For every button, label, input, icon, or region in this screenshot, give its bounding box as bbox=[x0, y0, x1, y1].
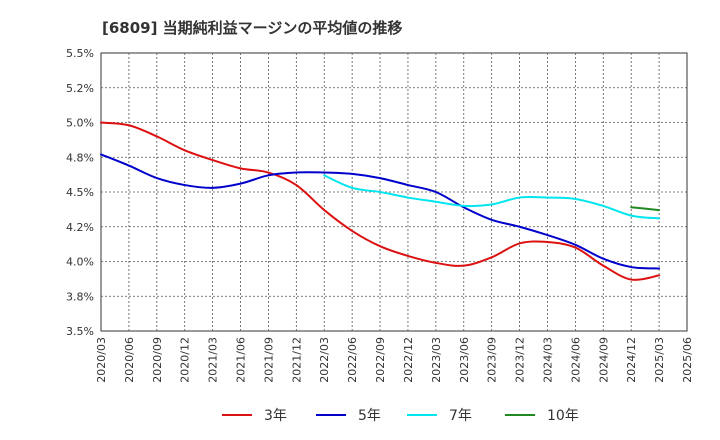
series-line-1 bbox=[100, 153, 661, 270]
x-tick-label: 2020/03 bbox=[95, 337, 108, 383]
series-line-3 bbox=[630, 206, 661, 212]
y-tick-label: 4.0% bbox=[66, 256, 94, 269]
x-tick-label: 2023/09 bbox=[486, 337, 499, 383]
series-line-2 bbox=[323, 174, 661, 220]
x-tick-label: 2024/03 bbox=[541, 337, 554, 383]
y-tick-label: 3.5% bbox=[66, 325, 94, 338]
y-tick-label: 3.8% bbox=[66, 290, 94, 303]
y-tick-label: 5.5% bbox=[66, 47, 94, 60]
grid-lines bbox=[101, 53, 687, 331]
y-tick-label: 4.2% bbox=[66, 221, 94, 234]
series-lines bbox=[100, 121, 661, 281]
x-tick-label: 2023/03 bbox=[430, 337, 443, 383]
legend-label-3: 10年 bbox=[547, 408, 579, 424]
x-tick-label: 2022/12 bbox=[402, 337, 415, 383]
x-tick-label: 2021/03 bbox=[207, 337, 220, 383]
x-tick-label: 2021/12 bbox=[290, 337, 303, 383]
x-tick-label: 2021/06 bbox=[235, 337, 248, 383]
y-tick-label: 5.0% bbox=[66, 117, 94, 130]
y-tick-label: 5.2% bbox=[66, 82, 94, 95]
y-tick-label: 4.5% bbox=[66, 186, 94, 199]
x-tick-label: 2024/12 bbox=[625, 337, 638, 383]
x-tick-label: 2023/06 bbox=[458, 337, 471, 383]
x-tick-label: 2022/09 bbox=[374, 337, 387, 383]
legend-label-2: 7年 bbox=[449, 408, 472, 424]
x-axis-ticks: 2020/03 2020/06 2020/09 2020/12 2021/03 2021/… bbox=[95, 337, 694, 383]
y-tick-label: 4.8% bbox=[66, 151, 94, 164]
x-tick-label: 2025/03 bbox=[653, 337, 666, 383]
x-tick-label: 2020/06 bbox=[123, 337, 136, 383]
legend-label-0: 3年 bbox=[264, 408, 287, 424]
x-tick-label: 2022/06 bbox=[346, 337, 359, 383]
x-tick-label: 2024/09 bbox=[597, 337, 610, 383]
x-tick-label: 2025/06 bbox=[681, 337, 694, 383]
x-tick-label: 2024/06 bbox=[569, 337, 582, 383]
x-tick-label: 2021/09 bbox=[262, 337, 275, 383]
y-axis-ticks: 5.5% 5.2% 5.0% 4.8% 4.5% 4.2% 4.0% 3.8% 3.5% bbox=[66, 47, 94, 338]
series-line-0 bbox=[100, 121, 661, 281]
legend: 3年 5年 7年 10年 bbox=[222, 408, 579, 424]
legend-label-1: 5年 bbox=[358, 408, 381, 424]
x-tick-label: 2022/03 bbox=[318, 337, 331, 383]
chart-title: [6809] 当期純利益マージンの平均値の推移 bbox=[102, 19, 402, 37]
x-tick-label: 2020/12 bbox=[179, 337, 192, 383]
x-tick-label: 2023/12 bbox=[514, 337, 527, 383]
x-tick-label: 2020/09 bbox=[151, 337, 164, 383]
